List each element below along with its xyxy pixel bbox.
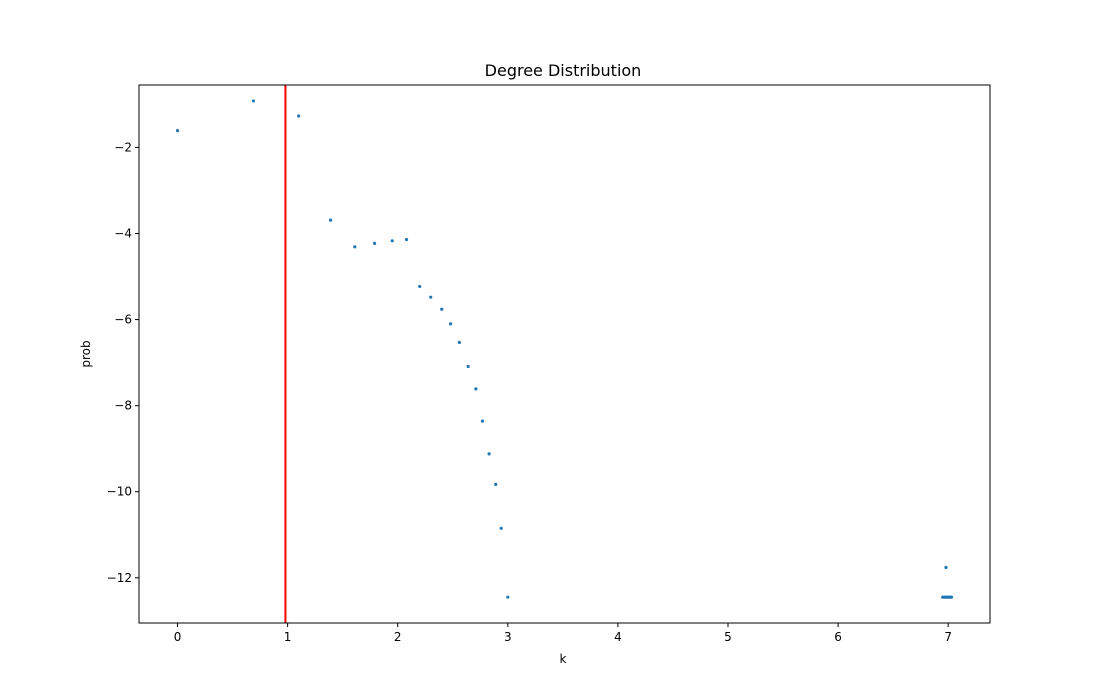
data-point (466, 364, 470, 369)
y-axis: −12 −10 −8 −6 −4 −2 (107, 140, 139, 585)
x-tick-label: 3 (504, 630, 512, 644)
y-tick-label: −8 (114, 399, 132, 413)
x-axis: 0 1 2 3 4 5 6 7 (174, 623, 952, 644)
data-point (949, 595, 954, 599)
x-tick-label: 1 (284, 630, 292, 644)
x-axis-label: k (560, 652, 567, 666)
y-tick-label: −2 (114, 140, 132, 154)
data-point (404, 237, 409, 242)
data-point (440, 307, 444, 311)
data-point (390, 239, 394, 243)
data-point (429, 295, 433, 299)
data-point (297, 114, 301, 118)
data-point (474, 387, 478, 391)
data-point (480, 419, 485, 423)
data-point (353, 245, 357, 249)
data-point (944, 565, 948, 570)
data-point (499, 526, 503, 530)
data-point (418, 284, 422, 289)
chart-title: Degree Distribution (485, 61, 642, 80)
x-tick-label: 7 (944, 630, 952, 644)
y-axis-label: prob (79, 340, 93, 367)
y-tick-label: −10 (107, 485, 132, 499)
data-point (506, 595, 510, 599)
x-tick-label: 2 (394, 630, 402, 644)
data-point (457, 340, 461, 344)
data-point (448, 322, 453, 326)
plot-frame (138, 84, 991, 624)
plot-area (175, 85, 954, 623)
x-tick-label: 6 (834, 630, 842, 644)
data-point (487, 452, 491, 456)
y-tick-label: −12 (107, 571, 132, 585)
y-tick-label: −4 (114, 226, 132, 240)
data-point (372, 241, 377, 245)
data-point (494, 482, 498, 487)
data-point (251, 99, 256, 103)
data-point (175, 129, 180, 133)
x-tick-label: 4 (614, 630, 622, 644)
y-tick-label: −6 (114, 313, 132, 327)
x-tick-label: 5 (724, 630, 732, 644)
data-point (328, 218, 333, 222)
x-tick-label: 0 (174, 630, 182, 644)
